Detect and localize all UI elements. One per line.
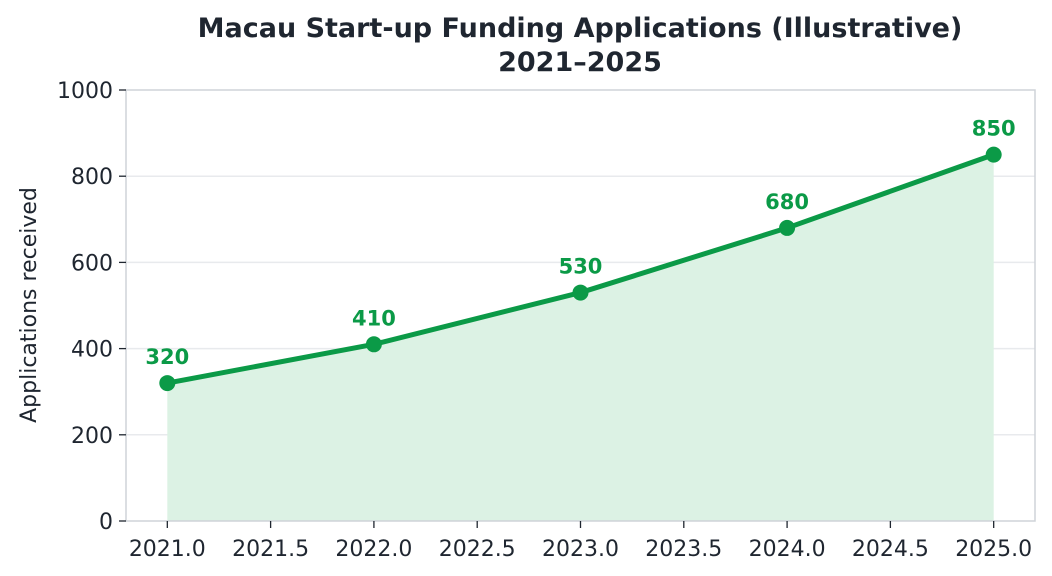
y-tick-label: 1000 bbox=[57, 79, 113, 104]
x-tick-label: 2021.5 bbox=[232, 537, 309, 562]
area-layer bbox=[167, 154, 994, 521]
data-point bbox=[572, 284, 589, 301]
x-tick-label: 2023.0 bbox=[542, 537, 619, 562]
x-tick-label: 2022.0 bbox=[335, 537, 412, 562]
y-tick-label: 200 bbox=[71, 424, 113, 449]
data-point bbox=[985, 146, 1002, 163]
area-fill bbox=[167, 154, 994, 521]
x-tick-label: 2024.0 bbox=[749, 537, 826, 562]
data-label: 410 bbox=[352, 306, 396, 330]
data-point bbox=[779, 219, 796, 236]
x-tick-label: 2022.5 bbox=[439, 537, 516, 562]
chart-title: Macau Start-up Funding Applications (Ill… bbox=[0, 12, 1052, 80]
chart-title-line-2: 2021–2025 bbox=[498, 47, 662, 78]
x-tick-label: 2024.5 bbox=[852, 537, 929, 562]
data-label: 530 bbox=[559, 255, 603, 279]
x-tick-label: 2021.0 bbox=[129, 537, 206, 562]
x-tick-label: 2023.5 bbox=[645, 537, 722, 562]
label-layer: 320 410 530 680 850 bbox=[145, 117, 1015, 369]
x-tick-label: 2025.0 bbox=[955, 537, 1032, 562]
y-tick-label: 800 bbox=[71, 165, 113, 190]
y-tick-label: 0 bbox=[99, 510, 113, 535]
data-label: 680 bbox=[765, 190, 809, 214]
data-point bbox=[365, 336, 382, 353]
data-label: 320 bbox=[145, 345, 189, 369]
y-tick-label: 400 bbox=[71, 338, 113, 363]
data-label: 850 bbox=[972, 117, 1016, 141]
y-axis-label: Applications received bbox=[17, 187, 42, 423]
series-layer bbox=[159, 146, 1002, 392]
axis-layer: 0 200 400 600 800 1000 2021.0 2021.5 2022.0 2022.… bbox=[57, 79, 1036, 562]
data-point bbox=[159, 375, 176, 392]
chart-title-line-1: Macau Start-up Funding Applications (Ill… bbox=[197, 13, 963, 44]
y-tick-label: 600 bbox=[71, 251, 113, 276]
